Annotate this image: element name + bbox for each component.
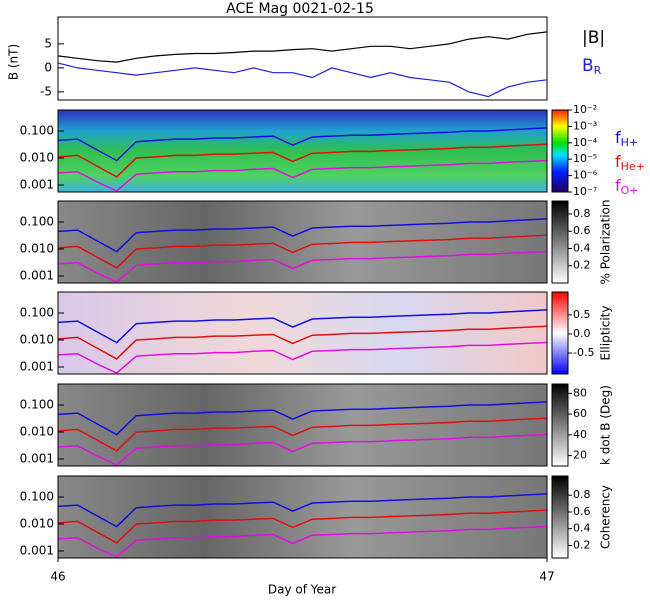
colorbar-label: Ellipticity [599, 306, 613, 361]
spectrogram-background [58, 201, 547, 283]
y-tick-label: 0.001 [20, 543, 54, 557]
colorbar-tick-label: 10⁻⁵ [573, 152, 597, 165]
frequency-line [57, 325, 548, 360]
frequency-line [57, 159, 548, 192]
chart-title: ACE Mag 0021-02-15 [226, 1, 374, 17]
frequency-line [57, 401, 548, 436]
colorbar-label: k dot B (Deg) [599, 385, 613, 465]
y-tick-label: 0.100 [20, 306, 54, 320]
line [57, 31, 548, 63]
colorbar [551, 291, 569, 375]
frequency-line [57, 143, 548, 178]
spectrogram-background [58, 110, 547, 192]
y-tick-label: 0 [44, 60, 52, 74]
colorbar [551, 383, 569, 467]
y-tick-label: 0.001 [20, 359, 54, 373]
colorbar-tick-label: 10⁻⁶ [573, 169, 598, 182]
spectrogram-background [58, 476, 547, 558]
plot-frame [57, 383, 548, 467]
colorbar-tick-label: 60 [573, 407, 587, 420]
frequency-line [57, 417, 548, 452]
colorbar-tick-label: 0.6 [573, 224, 591, 237]
frequency-line [57, 509, 548, 544]
frequency-line [57, 250, 548, 283]
y-tick-label: 0.100 [20, 215, 54, 229]
colorbar-tick-label: 0.2 [573, 259, 591, 272]
colorbar [551, 475, 569, 559]
frequency-line [57, 234, 548, 269]
frequency-line [57, 309, 548, 344]
colorbar-label: % Polarization [599, 200, 613, 285]
plot-frame [57, 200, 548, 284]
x-axis-label: Day of Year [268, 583, 336, 597]
colorbar-tick-label: -0.5 [573, 346, 594, 359]
plot-frame [57, 109, 548, 193]
colorbar-tick-label: 0.4 [573, 522, 591, 535]
spectrogram-background [58, 292, 547, 374]
y-tick-label: 0.100 [20, 124, 54, 138]
colorbar-tick-label: 0.6 [573, 505, 591, 518]
colorbar-tick-label: 10⁻⁷ [573, 185, 597, 198]
x-tick-label: 47 [539, 570, 554, 584]
y-tick-label: 0.010 [20, 150, 54, 164]
legend-label: fH+ [615, 128, 638, 150]
x-tick-label: 46 [50, 570, 65, 584]
y-tick-label: 0.001 [20, 451, 54, 465]
legend-label: BR [582, 56, 602, 77]
y-tick-label: 0.010 [20, 332, 54, 346]
y-tick-label: -5 [40, 84, 52, 98]
plot-frame [57, 16, 548, 101]
colorbar-tick-label: 10⁻² [573, 103, 597, 116]
colorbar-tick-label: 0.0 [573, 327, 591, 340]
legend-label: |B| [582, 28, 605, 48]
frequency-line [57, 341, 548, 374]
y-tick-label: 5 [44, 36, 52, 50]
y-tick-label: 0.010 [20, 241, 54, 255]
colorbar-tick-label: 80 [573, 386, 587, 399]
y-tick-label: 0.001 [20, 177, 54, 191]
frequency-line [57, 525, 548, 558]
frequency-line [57, 127, 548, 162]
plot-frame [57, 475, 548, 559]
y-tick-label: 0.001 [20, 268, 54, 282]
colorbar-tick-label: 10⁻⁴ [573, 136, 598, 149]
colorbar [551, 109, 569, 193]
colorbar-tick-label: 0.8 [573, 488, 591, 501]
colorbar [551, 200, 569, 284]
colorbar-tick-label: 0.2 [573, 538, 591, 551]
frequency-line [57, 493, 548, 528]
y-tick-label: 0.100 [20, 398, 54, 412]
y-tick-label: 0.100 [20, 490, 54, 504]
y-tick-label: 0.010 [20, 424, 54, 438]
spectrogram-background [58, 384, 547, 466]
colorbar-tick-label: 0.8 [573, 207, 591, 220]
y-axis-label: B (nT) [7, 44, 21, 80]
frequency-line [57, 218, 548, 253]
colorbar-label: Coherency [599, 485, 613, 549]
colorbar-tick-label: 10⁻³ [573, 119, 597, 132]
legend-label: fHe+ [615, 152, 645, 174]
legend-label: fO+ [615, 176, 639, 198]
colorbar-tick-label: 20 [573, 449, 587, 462]
colorbar-tick-label: 0.4 [573, 241, 591, 254]
frequency-line [57, 433, 548, 466]
line [57, 62, 548, 98]
colorbar-tick-label: 40 [573, 428, 587, 441]
colorbar-tick-label: 0.5 [573, 308, 591, 321]
plot-frame [57, 291, 548, 375]
y-tick-label: 0.010 [20, 516, 54, 530]
